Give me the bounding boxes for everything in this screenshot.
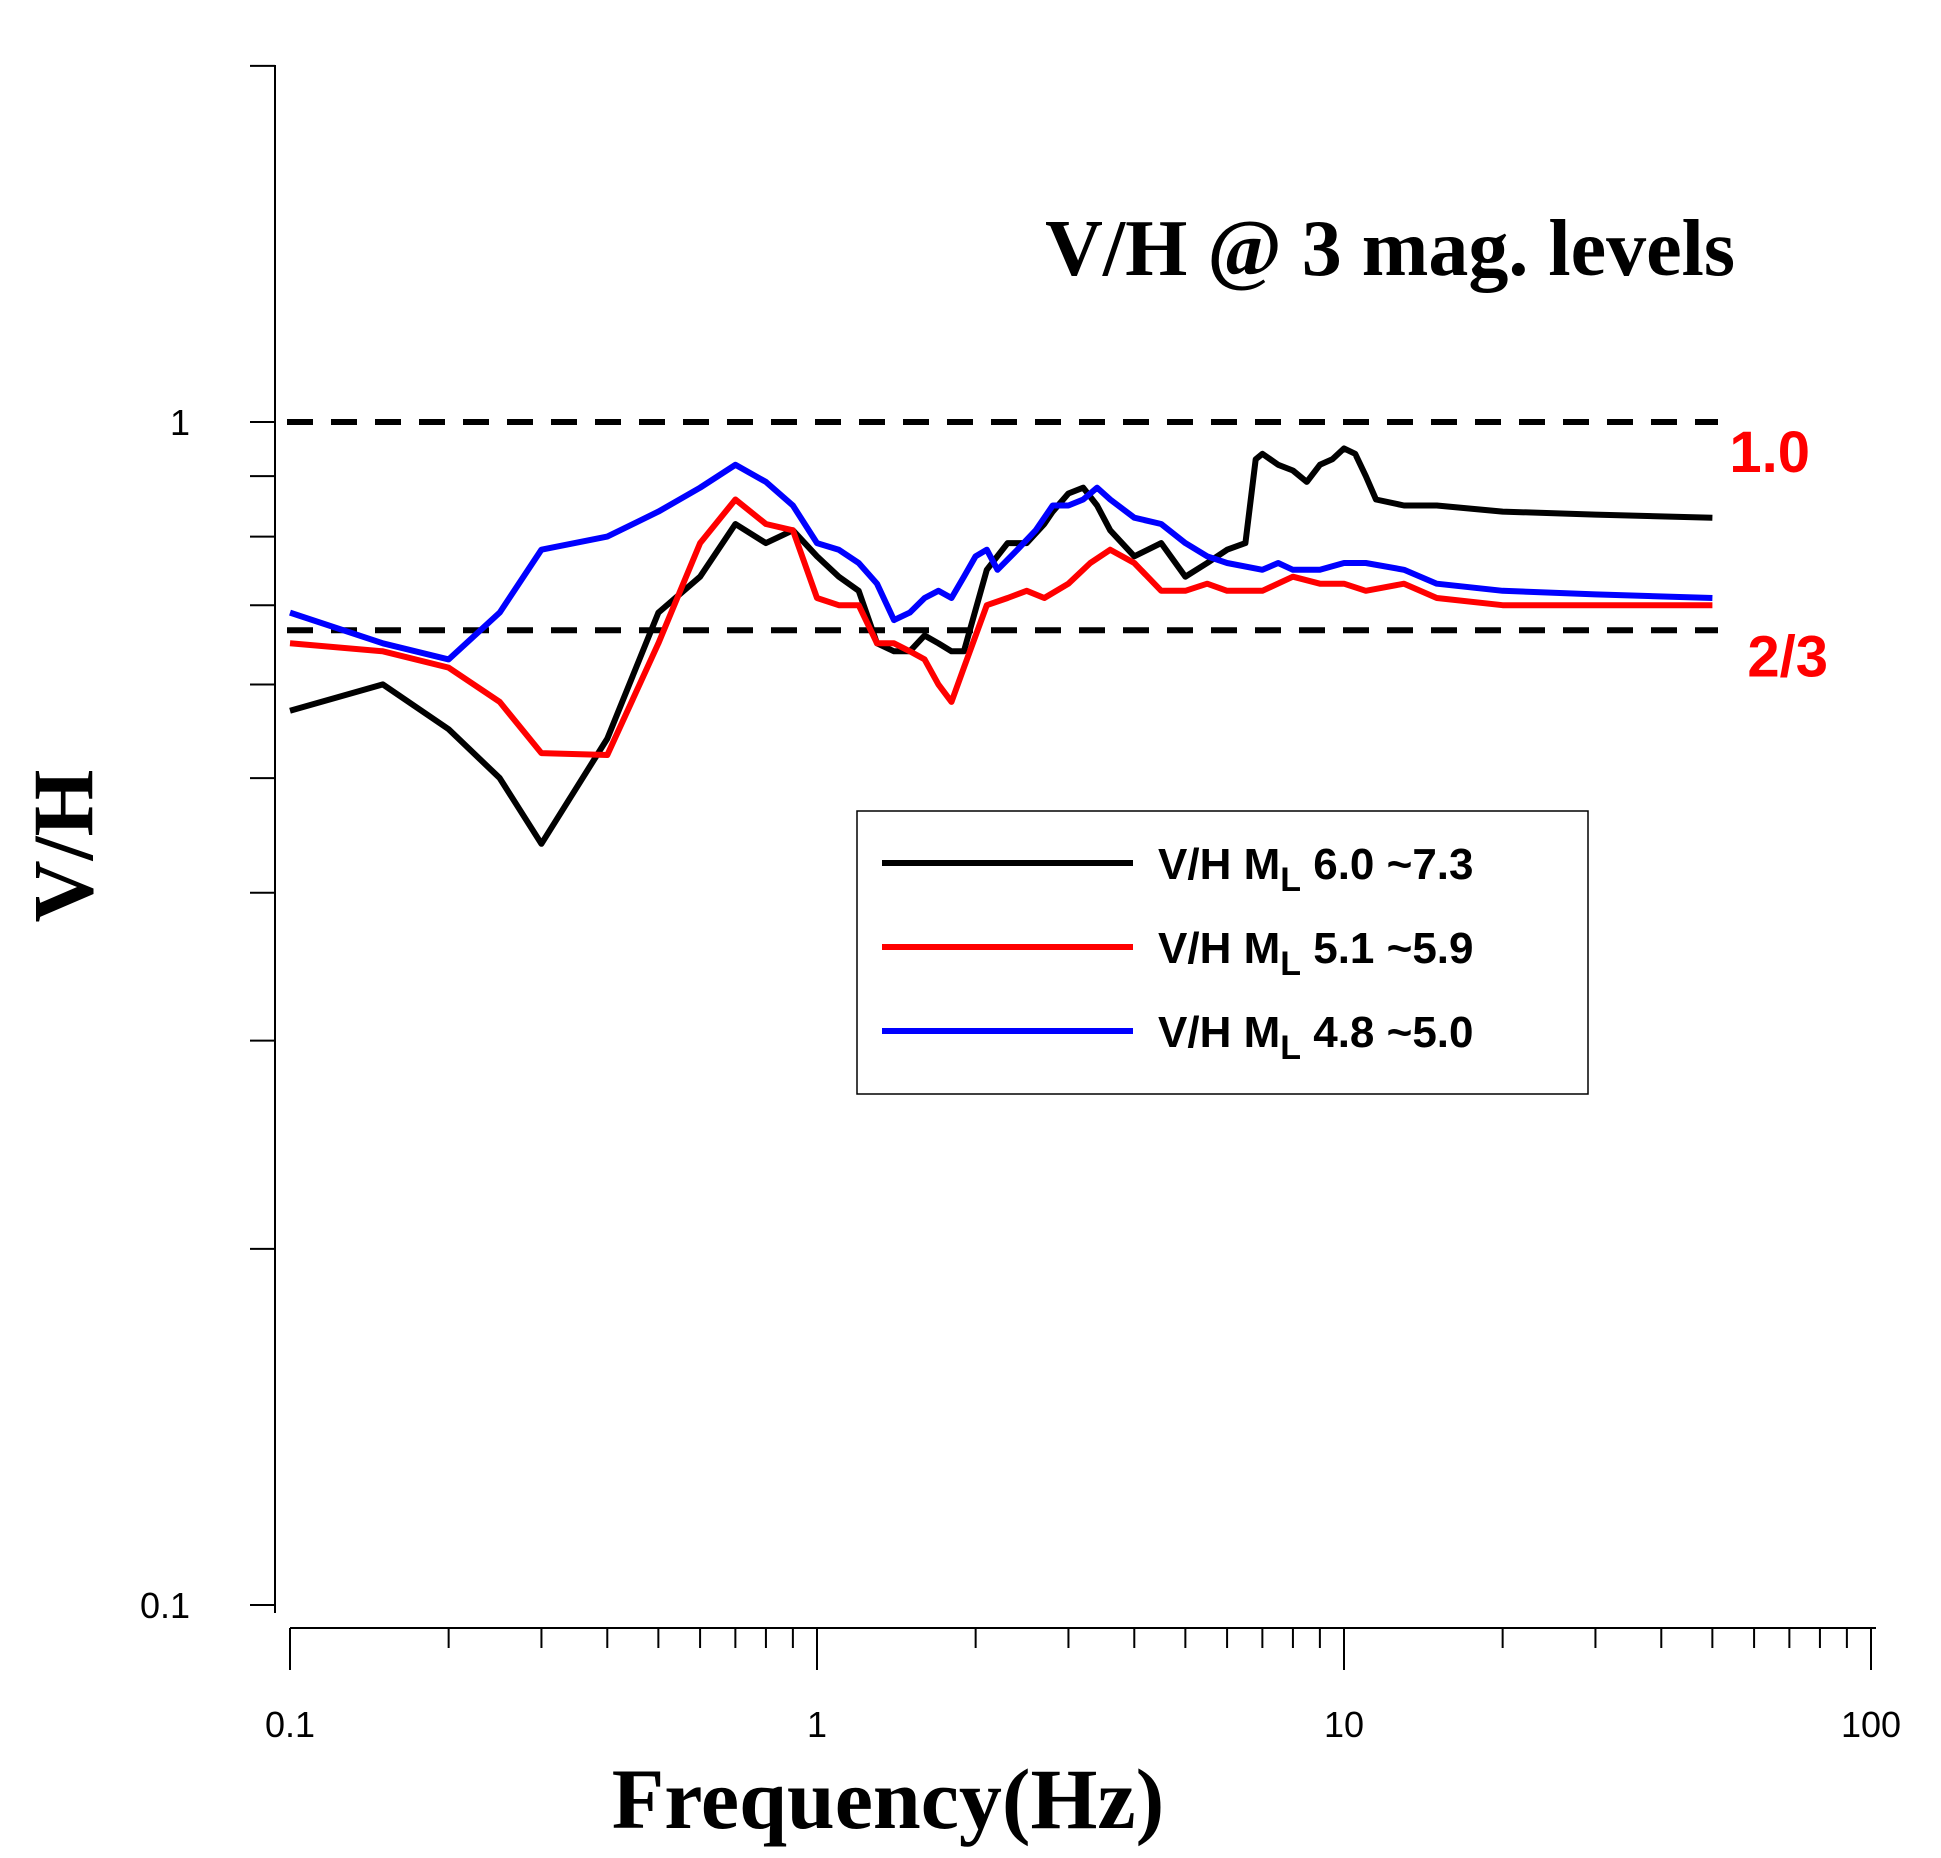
x-tick-label: 1 <box>807 1704 827 1745</box>
x-axis-title: Frequency(Hz) <box>612 1751 1165 1847</box>
x-ticks: 0.1 1 10 100 <box>265 1628 1901 1745</box>
series-line <box>289 445 1713 847</box>
legend-box <box>856 810 1589 1095</box>
y-tick-label: 1 <box>170 402 190 443</box>
series-group <box>289 445 1713 847</box>
reference-line-label: 1.0 <box>1729 420 1810 485</box>
legend: V/H ML 6.0 ~7.3 V/H ML 5.1 ~5.9 V/H ML 4.8… <box>856 810 1589 1095</box>
y-ticks: 0.11 <box>140 64 275 1626</box>
reference-line-label: 2/3 <box>1747 624 1828 689</box>
legend-label: V/H ML 6.0 ~7.3 <box>1158 840 1474 899</box>
x-tick-label: 100 <box>1841 1704 1901 1745</box>
legend-label: V/H ML 4.8 ~5.0 <box>1158 1008 1474 1067</box>
series-line <box>289 461 1713 663</box>
chart-title: V/H @ 3 mag. levels <box>1045 205 1735 293</box>
legend-items: V/H ML 6.0 ~7.3 V/H ML 5.1 ~5.9 V/H ML 4.8… <box>882 840 1474 1067</box>
x-tick-label: 0.1 <box>265 1704 315 1745</box>
legend-label: V/H ML 5.1 ~5.9 <box>1158 924 1474 983</box>
y-axis-title: V/H <box>15 770 111 923</box>
series-line <box>289 496 1713 758</box>
reference-lines: 1.0 2/3 <box>287 419 1828 689</box>
axes: 0.11 0.1 1 10 100 <box>140 64 1901 1745</box>
y-tick-label: 0.1 <box>140 1585 190 1626</box>
x-tick-label: 10 <box>1324 1704 1364 1745</box>
